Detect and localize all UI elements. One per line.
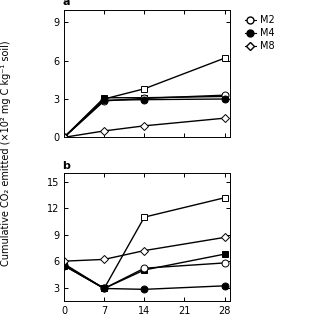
Legend: M2, M4, M8: M2, M4, M8 [244,14,276,52]
Text: b: b [62,161,70,171]
Text: a: a [62,0,70,7]
Text: Cumulative CO₂ emitted (×10² mg C kg⁻¹ soil): Cumulative CO₂ emitted (×10² mg C kg⁻¹ s… [1,41,12,267]
